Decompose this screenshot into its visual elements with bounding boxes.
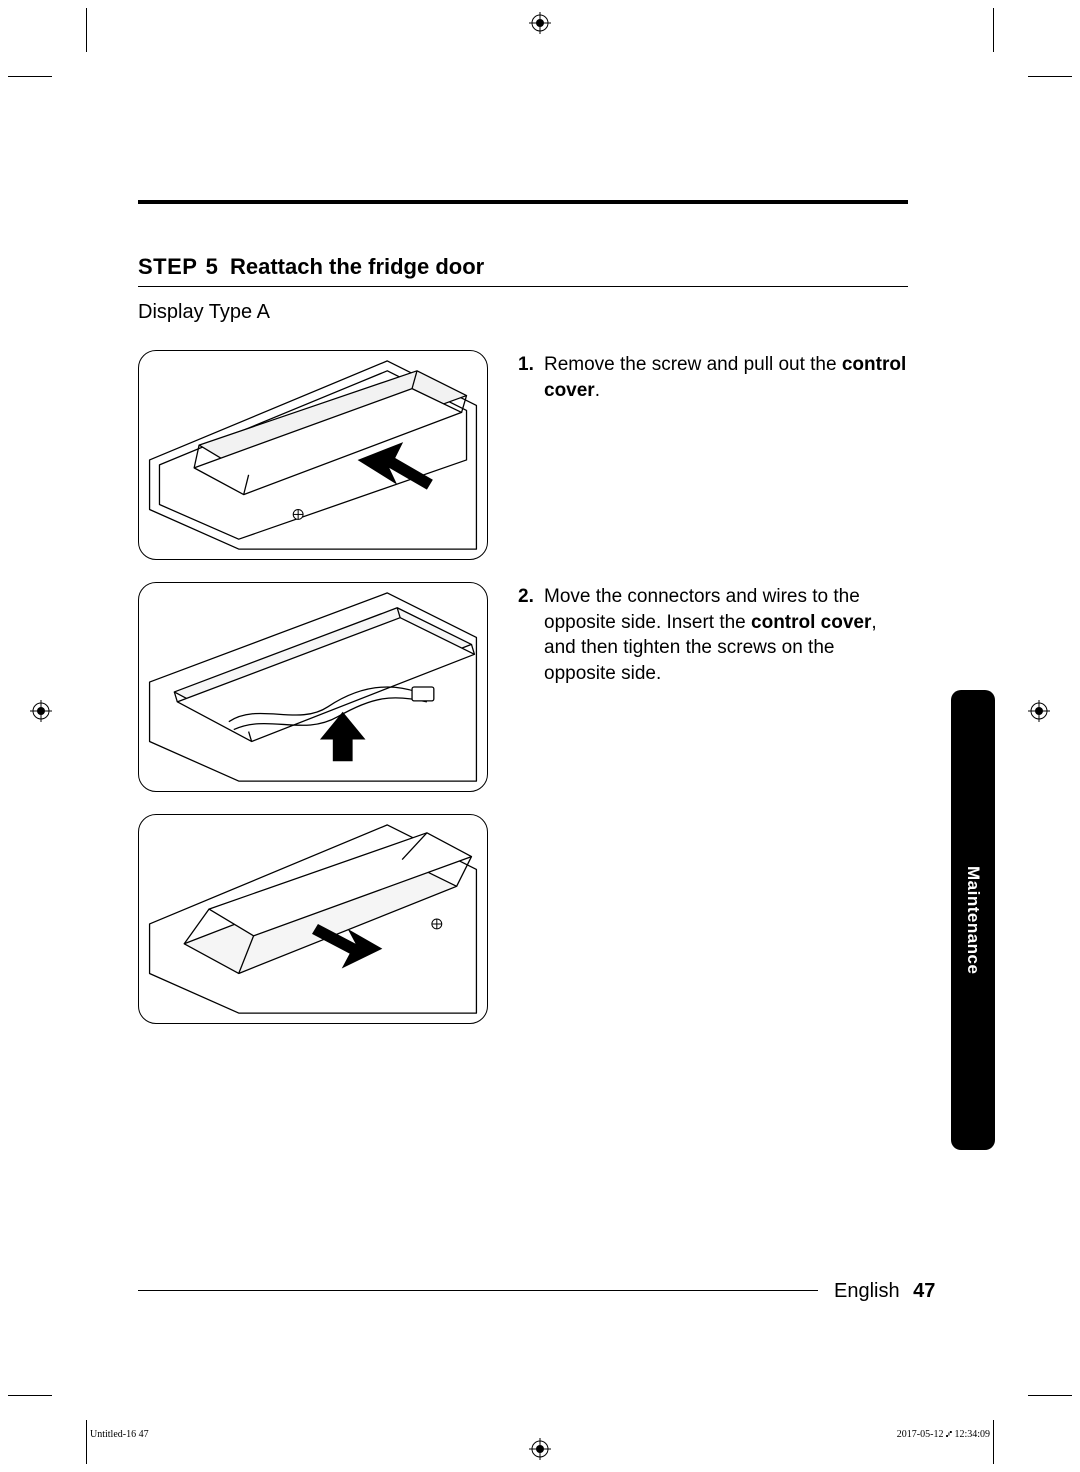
crop-mark	[86, 1420, 87, 1464]
section-tab-maintenance: Maintenance	[951, 690, 995, 1150]
text: .	[595, 380, 600, 401]
section-rule	[138, 200, 908, 204]
instruction-row: 2. Move the connectors and wires to the …	[138, 582, 908, 792]
text: Remove the screw and pull out the	[544, 354, 842, 375]
crop-mark	[8, 1395, 52, 1396]
page-footer: English 47	[834, 1280, 935, 1303]
footer-language: English	[834, 1280, 900, 1302]
crop-mark	[1028, 76, 1072, 77]
page-content: STEP 5 Reattach the fridge door Display …	[138, 200, 908, 1046]
footer-page-number: 47	[913, 1280, 935, 1302]
list-number: 1.	[518, 352, 544, 403]
section-tab-label: Maintenance	[963, 866, 983, 974]
print-meta-left: Untitled-16 47	[90, 1429, 149, 1440]
instruction-row	[138, 814, 908, 1024]
figure-remove-cover	[138, 350, 488, 560]
instruction-text: 1. Remove the screw and pull out the con…	[518, 350, 908, 560]
step-label: STEP	[138, 254, 197, 279]
registration-mark-icon	[1028, 700, 1050, 722]
list-number: 2.	[518, 584, 544, 687]
step-title: Reattach the fridge door	[230, 254, 484, 279]
bold-term: control cover	[751, 612, 871, 633]
figure-insert-cover	[138, 814, 488, 1024]
registration-mark-icon	[30, 700, 52, 722]
footer-rule	[138, 1290, 818, 1291]
instruction-text-empty	[518, 814, 908, 1024]
instruction-row: 1. Remove the screw and pull out the con…	[138, 350, 908, 560]
print-meta-right: 2017-05-12 ⑇ 12:34:09	[897, 1429, 990, 1440]
figure-move-wires	[138, 582, 488, 792]
crop-mark	[86, 8, 87, 52]
crop-mark	[993, 1420, 994, 1464]
step-heading: STEP 5 Reattach the fridge door	[138, 254, 908, 287]
crop-mark	[1028, 1395, 1072, 1396]
crop-mark	[993, 8, 994, 52]
crop-mark	[8, 76, 52, 77]
instruction-text: 2. Move the connectors and wires to the …	[518, 582, 908, 792]
display-type-subhead: Display Type A	[138, 301, 908, 324]
step-number: 5	[206, 254, 218, 279]
registration-mark-icon	[529, 12, 551, 34]
registration-mark-icon	[529, 1438, 551, 1460]
